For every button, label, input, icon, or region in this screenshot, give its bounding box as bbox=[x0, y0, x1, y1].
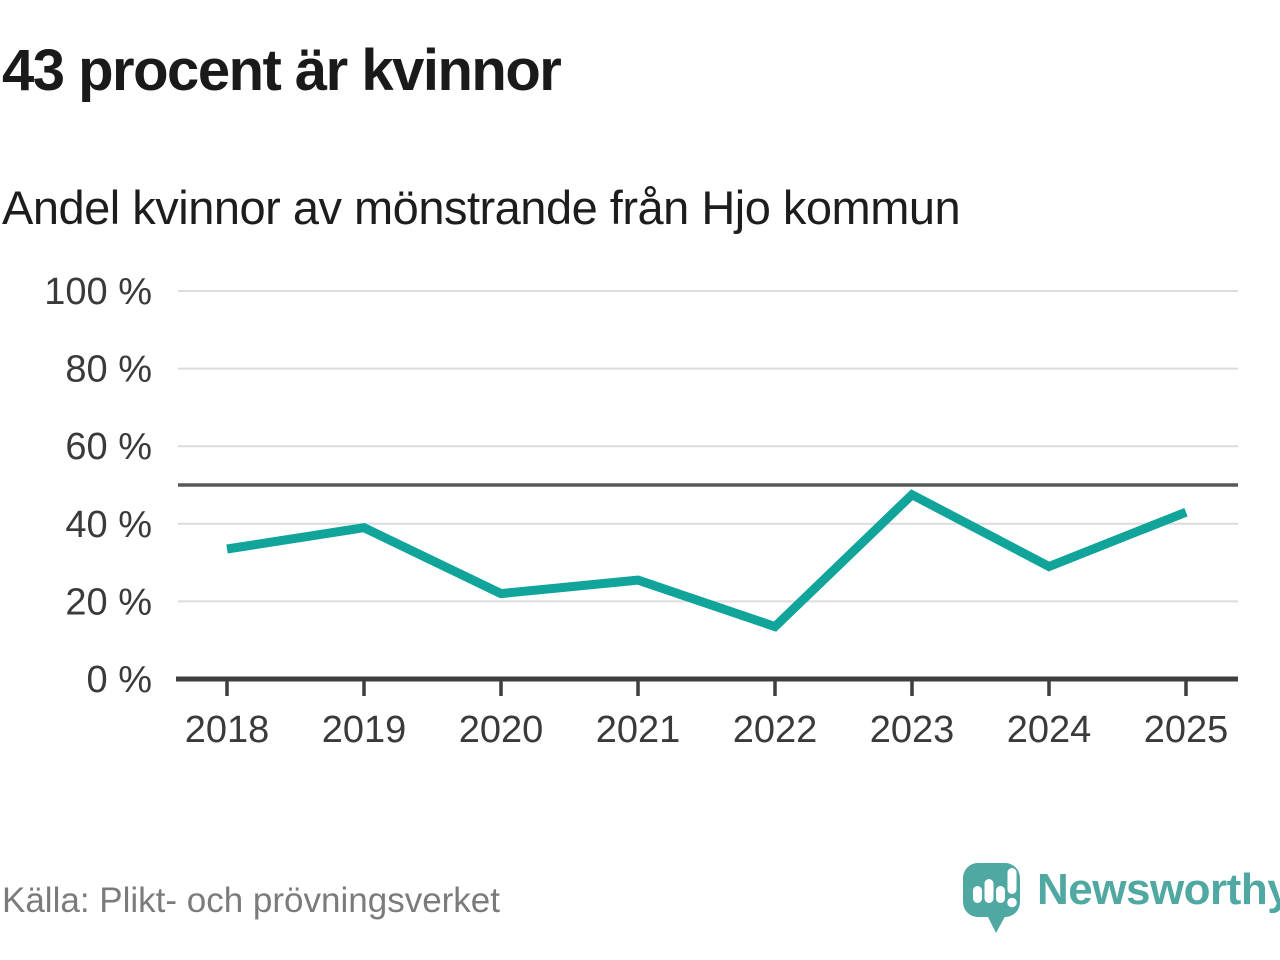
x-tick-label-2019: 2019 bbox=[322, 709, 407, 751]
brand-name: Newsworthy bbox=[1037, 865, 1280, 914]
data-line-andel-kvinnor bbox=[226, 489, 1188, 632]
page-title: 43 procent är kvinnor bbox=[2, 38, 562, 103]
source-note: Källa: Plikt- och prövningsverket bbox=[2, 881, 500, 920]
x-tick-label-2020: 2020 bbox=[459, 709, 544, 751]
x-tick-label-2023: 2023 bbox=[870, 709, 955, 751]
x-tick-label-2021: 2021 bbox=[596, 709, 681, 751]
newsworthy-logo: Newsworthy bbox=[963, 861, 1280, 941]
y-tick-label-60: 60 % bbox=[65, 426, 152, 468]
y-tick-label-40: 40 % bbox=[65, 504, 152, 546]
chart-subtitle: Andel kvinnor av mönstrande från Hjo kom… bbox=[2, 181, 961, 234]
y-tick-label-100: 100 % bbox=[44, 271, 152, 313]
y-tick-label-0: 0 % bbox=[87, 659, 152, 701]
x-tick-label-2022: 2022 bbox=[733, 709, 818, 751]
x-tick-label-2025: 2025 bbox=[1144, 709, 1229, 751]
x-tick-label-2024: 2024 bbox=[1007, 709, 1092, 751]
x-tick-label-2018: 2018 bbox=[185, 709, 270, 751]
y-tick-label-20: 20 % bbox=[65, 581, 152, 623]
y-tick-label-80: 80 % bbox=[65, 349, 152, 391]
newsworthy-bubble-chart-icon bbox=[963, 863, 1020, 933]
